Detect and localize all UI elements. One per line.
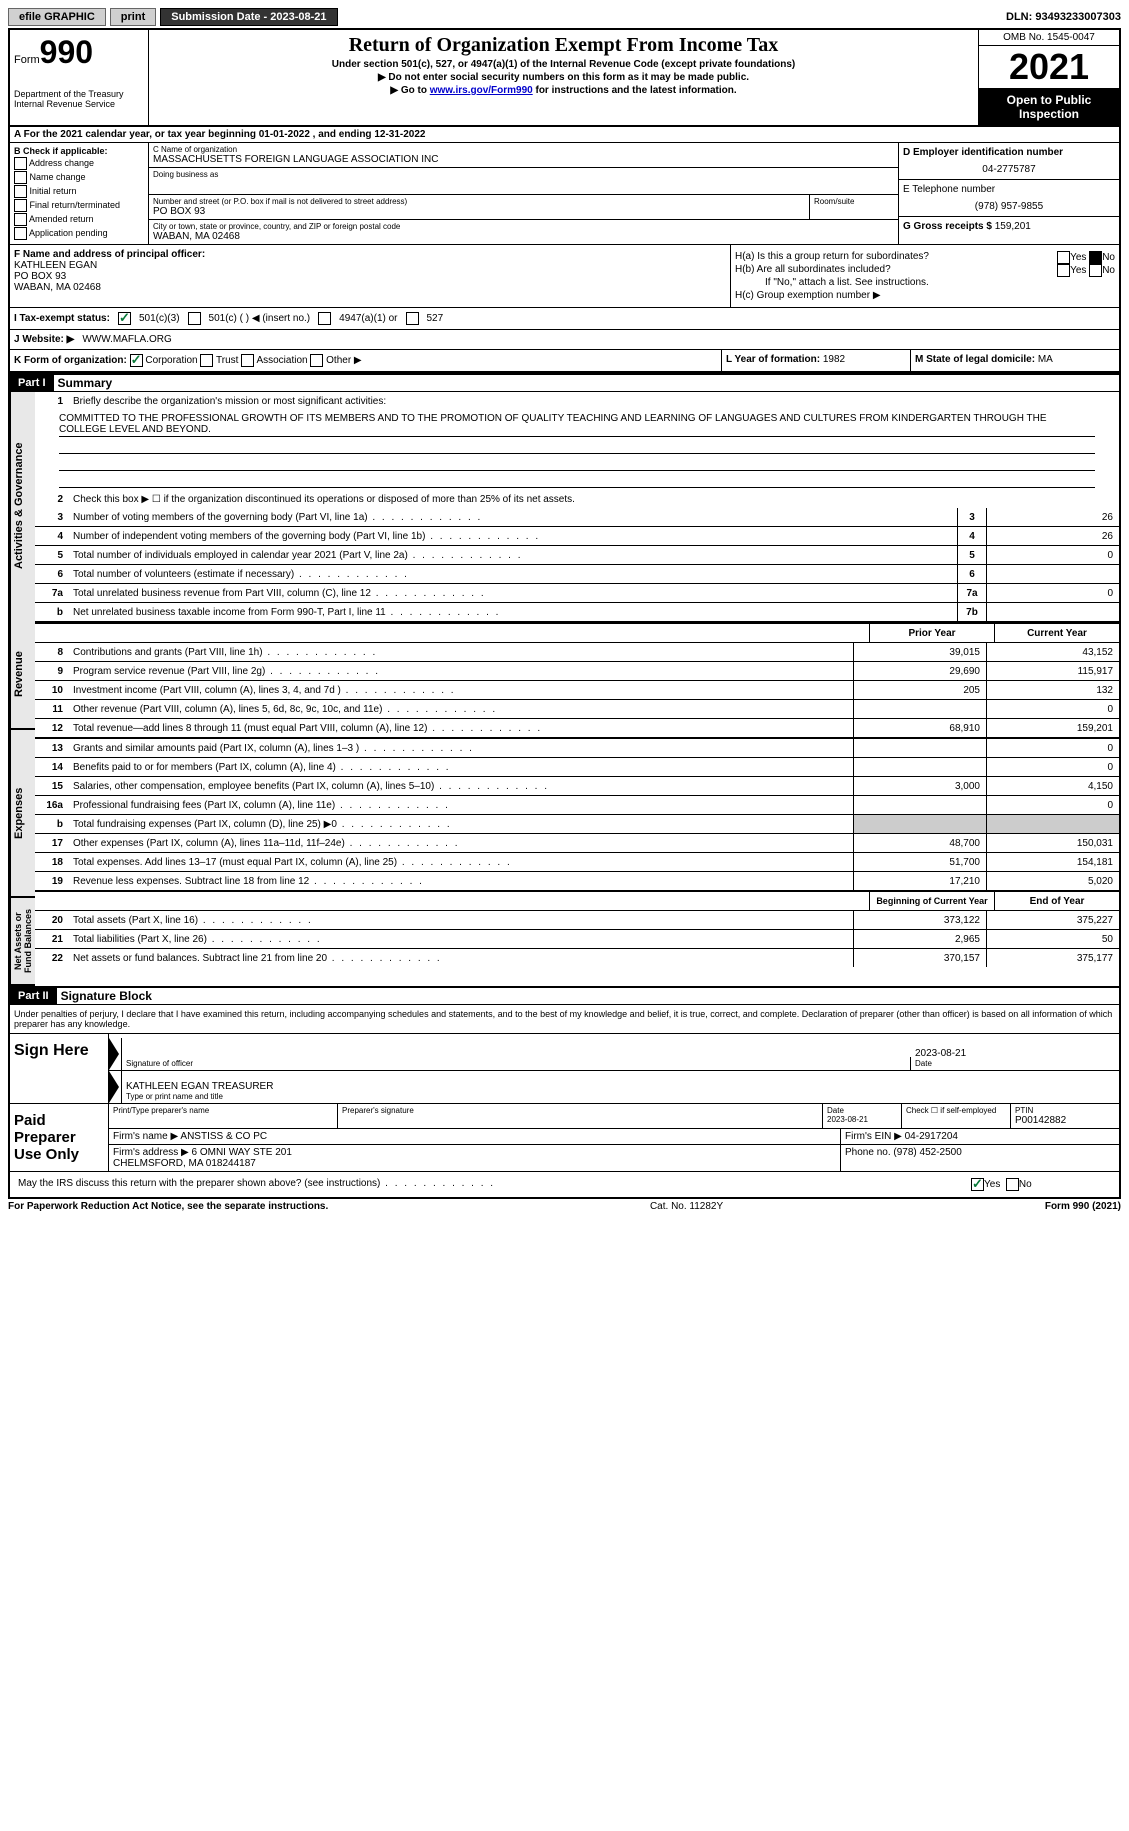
- section-bcd: B Check if applicable: Address change Na…: [8, 143, 1121, 245]
- row-j: J Website: ▶ WWW.MAFLA.ORG: [8, 330, 1121, 350]
- summary-section: Activities & Governance Revenue Expenses…: [8, 392, 1121, 988]
- summary-line: 8Contributions and grants (Part VIII, li…: [35, 643, 1119, 662]
- column-f: F Name and address of principal officer:…: [10, 245, 731, 307]
- gross-receipts: 159,201: [995, 221, 1031, 232]
- column-b: B Check if applicable: Address change Na…: [10, 143, 149, 244]
- name-change-checkbox[interactable]: [14, 171, 27, 184]
- open-inspection: Open to Public Inspection: [979, 89, 1119, 125]
- hb-yes-checkbox[interactable]: [1057, 264, 1070, 277]
- row-i: I Tax-exempt status: 501(c)(3) 501(c) ( …: [8, 308, 1121, 330]
- paid-preparer-label: Paid Preparer Use Only: [10, 1104, 109, 1171]
- form-number: Form990: [14, 34, 144, 71]
- 4947-checkbox[interactable]: [318, 312, 331, 325]
- top-bar: efile GRAPHIC print Submission Date - 20…: [8, 8, 1121, 26]
- summary-line: 16aProfessional fundraising fees (Part I…: [35, 796, 1119, 815]
- final-return-checkbox[interactable]: [14, 199, 27, 212]
- submission-date: Submission Date - 2023-08-21: [160, 8, 337, 26]
- subtitle-2: ▶ Do not enter social security numbers o…: [157, 72, 970, 83]
- mission-text: COMMITTED TO THE PROFESSIONAL GROWTH OF …: [35, 410, 1119, 490]
- 501c-checkbox[interactable]: [188, 312, 201, 325]
- assoc-checkbox[interactable]: [241, 354, 254, 367]
- telephone: (978) 957-9855: [903, 201, 1115, 212]
- org-city: WABAN, MA 02468: [153, 231, 894, 242]
- part-i-header: Part I: [10, 375, 54, 391]
- subtitle-1: Under section 501(c), 527, or 4947(a)(1)…: [157, 59, 970, 70]
- address-change-checkbox[interactable]: [14, 157, 27, 170]
- summary-line: 15Salaries, other compensation, employee…: [35, 777, 1119, 796]
- arrow-icon: [109, 1038, 119, 1070]
- ein: 04-2775787: [903, 164, 1115, 175]
- penalty-text: Under penalties of perjury, I declare th…: [10, 1005, 1119, 1033]
- summary-line: 21Total liabilities (Part X, line 26)2,9…: [35, 930, 1119, 949]
- subtitle-3: ▶ Go to www.irs.gov/Form990 for instruct…: [157, 85, 970, 96]
- form-header: Form990 Department of the Treasury Inter…: [8, 28, 1121, 127]
- application-pending-checkbox[interactable]: [14, 227, 27, 240]
- tax-year: 2021: [979, 46, 1119, 89]
- sign-here-label: Sign Here: [10, 1034, 109, 1103]
- section-fh: F Name and address of principal officer:…: [8, 245, 1121, 308]
- summary-line: 14Benefits paid to or for members (Part …: [35, 758, 1119, 777]
- dln: DLN: 93493233007303: [1006, 11, 1121, 23]
- 501c3-checkbox[interactable]: [118, 312, 131, 325]
- arrow-icon: [109, 1071, 119, 1103]
- initial-return-checkbox[interactable]: [14, 185, 27, 198]
- summary-line: 7aTotal unrelated business revenue from …: [35, 584, 1119, 603]
- trust-checkbox[interactable]: [200, 354, 213, 367]
- ha-yes-checkbox[interactable]: [1057, 251, 1070, 264]
- irs-link[interactable]: www.irs.gov/Form990: [430, 85, 533, 96]
- summary-line: 19Revenue less expenses. Subtract line 1…: [35, 872, 1119, 890]
- org-address: PO BOX 93: [153, 206, 805, 217]
- form-title: Return of Organization Exempt From Incom…: [157, 34, 970, 57]
- row-klm: K Form of organization: Corporation Trus…: [8, 350, 1121, 373]
- expenses-label: Expenses: [10, 730, 35, 898]
- summary-line: 4Number of independent voting members of…: [35, 527, 1119, 546]
- other-checkbox[interactable]: [310, 354, 323, 367]
- omb-number: OMB No. 1545-0047: [979, 30, 1119, 46]
- row-a: A For the 2021 calendar year, or tax yea…: [8, 127, 1121, 143]
- summary-line: 12Total revenue—add lines 8 through 11 (…: [35, 719, 1119, 737]
- signature-block: Under penalties of perjury, I declare th…: [8, 1005, 1121, 1199]
- org-name: MASSACHUSETTS FOREIGN LANGUAGE ASSOCIATI…: [153, 154, 894, 165]
- summary-line: 6Total number of volunteers (estimate if…: [35, 565, 1119, 584]
- net-assets-label: Net Assets or Fund Balances: [10, 898, 35, 986]
- 527-checkbox[interactable]: [406, 312, 419, 325]
- part-ii-title: Signature Block: [61, 989, 152, 1003]
- print-button[interactable]: print: [110, 8, 156, 26]
- ha-no-checkbox[interactable]: [1089, 251, 1102, 264]
- discuss-no-checkbox[interactable]: [1006, 1178, 1019, 1191]
- revenue-label: Revenue: [10, 620, 35, 730]
- summary-line: 5Total number of individuals employed in…: [35, 546, 1119, 565]
- summary-line: 3Number of voting members of the governi…: [35, 508, 1119, 527]
- part-i-title: Summary: [58, 376, 113, 390]
- summary-line: 18Total expenses. Add lines 13–17 (must …: [35, 853, 1119, 872]
- column-c: C Name of organization MASSACHUSETTS FOR…: [149, 143, 899, 244]
- summary-line: 22Net assets or fund balances. Subtract …: [35, 949, 1119, 967]
- summary-line: bTotal fundraising expenses (Part IX, co…: [35, 815, 1119, 834]
- column-d: D Employer identification number 04-2775…: [899, 143, 1119, 244]
- website: WWW.MAFLA.ORG: [82, 334, 171, 345]
- amended-return-checkbox[interactable]: [14, 213, 27, 226]
- summary-line: 11Other revenue (Part VIII, column (A), …: [35, 700, 1119, 719]
- footer: For Paperwork Reduction Act Notice, see …: [8, 1199, 1121, 1214]
- department: Department of the Treasury Internal Reve…: [14, 89, 144, 109]
- column-h: H(a) Is this a group return for subordin…: [731, 245, 1119, 307]
- corp-checkbox[interactable]: [130, 354, 143, 367]
- summary-line: 10Investment income (Part VIII, column (…: [35, 681, 1119, 700]
- summary-line: 13Grants and similar amounts paid (Part …: [35, 739, 1119, 758]
- hb-no-checkbox[interactable]: [1089, 264, 1102, 277]
- summary-line: bNet unrelated business taxable income f…: [35, 603, 1119, 622]
- part-ii-header: Part II: [10, 988, 57, 1004]
- summary-line: 20Total assets (Part X, line 16)373,1223…: [35, 911, 1119, 930]
- efile-button[interactable]: efile GRAPHIC: [8, 8, 106, 26]
- summary-line: 17Other expenses (Part IX, column (A), l…: [35, 834, 1119, 853]
- summary-line: 9Program service revenue (Part VIII, lin…: [35, 662, 1119, 681]
- activities-governance-label: Activities & Governance: [10, 392, 35, 620]
- discuss-yes-checkbox[interactable]: [971, 1178, 984, 1191]
